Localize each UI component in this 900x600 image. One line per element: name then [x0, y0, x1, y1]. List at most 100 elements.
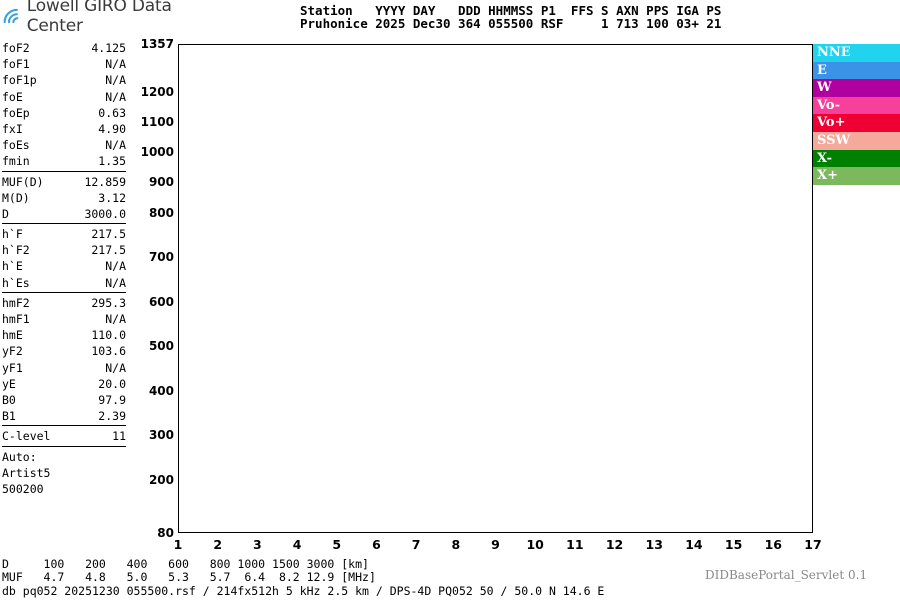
autoscaler-line: Auto: [2, 449, 37, 464]
y-tick-label: 80 [157, 526, 174, 540]
param-row: C-level 11 [2, 428, 126, 444]
param-key: hmE [2, 328, 23, 343]
param-key: foEs [2, 138, 30, 153]
autoscaler-line: 500200 [2, 481, 44, 496]
param-row: yE 20.0 [2, 376, 126, 392]
station-header: Station YYYY DAY DDD HHMMSS P1 FFS S AXN… [300, 4, 721, 30]
param-key: foF1 [2, 57, 30, 72]
param-key: hmF2 [2, 295, 30, 310]
y-tick-label: 900 [148, 175, 174, 190]
param-key: foE [2, 89, 23, 104]
param-value: 20.0 [98, 376, 126, 391]
param-value: 11 [112, 429, 126, 444]
param-value: 103.6 [91, 344, 126, 359]
legend-item-vo[interactable]: Vo+ [813, 114, 900, 132]
y-tick-label: 500 [148, 339, 174, 354]
param-value: 1.35 [98, 154, 126, 169]
param-group-profile: hmF2 295.3 hmF1 N/A hmE 110.0 yF2 103.6 yF1 N/A yE… [2, 295, 126, 425]
x-tick-label: 17 [804, 537, 822, 552]
param-row: yF1 N/A [2, 360, 126, 376]
param-row: h`E N/A [2, 258, 126, 274]
param-value: N/A [105, 360, 126, 375]
param-value: 97.9 [98, 392, 126, 407]
y-tick-label: 800 [148, 205, 174, 220]
source-row: db pq052 20251230 055500.rsf / 214fx512h… [2, 583, 605, 598]
param-row: B0 97.9 [2, 392, 126, 408]
legend-item-vo[interactable]: Vo- [813, 96, 900, 115]
servlet-version: DIDBasePortal_Servlet 0.1 [705, 568, 868, 582]
y-tick-label: 300 [148, 428, 174, 443]
y-tick-label: 1357 [140, 37, 174, 51]
polarization-legend[interactable]: NNE E W Vo- Vo+ SSW X- X+ [813, 44, 900, 185]
param-row: h`F2 217.5 [2, 242, 126, 258]
param-row: h`F 217.5 [2, 226, 126, 242]
param-key: hmF1 [2, 312, 30, 326]
param-value: 3.12 [98, 190, 126, 205]
param-row: fmin 1.35 [2, 153, 126, 169]
param-row: h`Es N/A [2, 275, 126, 291]
x-tick-label: 3 [253, 537, 262, 552]
x-tick-label: 7 [411, 537, 421, 552]
param-key: h`Es [2, 275, 30, 290]
param-key: fmin [2, 154, 30, 169]
param-autoscaler-info: Auto: Artist5 500200 [2, 449, 126, 498]
y-tick-label: 1000 [140, 145, 174, 160]
param-row: yF2 103.6 [2, 343, 126, 359]
ionogram-plot[interactable] [178, 44, 813, 533]
x-tick-label: 6 [372, 537, 381, 552]
param-row: foF1 N/A [2, 56, 126, 72]
param-row: hmF1 N/A [2, 311, 126, 327]
legend-item-w[interactable]: W [813, 79, 900, 97]
param-value: 3000.0 [84, 206, 126, 221]
legend-item-e[interactable]: E [813, 61, 900, 80]
param-key: yF1 [2, 360, 23, 375]
param-row: hmE 110.0 [2, 327, 126, 343]
param-group-muf: MUF(D) 12.859 M(D) 3.12 D 3000.0 [2, 174, 126, 223]
x-tick-label: 4 [292, 537, 302, 552]
param-row: foF1p N/A [2, 72, 126, 88]
param-key: h`E [2, 259, 23, 274]
x-tick-label: 14 [685, 537, 703, 552]
param-row: hmF2 295.3 [2, 295, 126, 311]
divider [2, 445, 126, 447]
parameter-panel: foF2 4.125 foF1 N/A foF1p N/A foE N/A foEp 0.63 fx… [2, 40, 126, 497]
x-tick-label: 5 [332, 537, 342, 552]
param-key: yE [2, 376, 16, 391]
param-row: foF2 4.125 [2, 40, 126, 56]
station-columns: Station YYYY DAY DDD HHMMSS P1 FFS S AXN… [300, 3, 722, 18]
param-key: MUF(D) [2, 174, 44, 189]
param-value: N/A [105, 89, 126, 104]
y-tick-label: 700 [148, 250, 174, 265]
legend-item-x[interactable]: X+ [813, 167, 900, 185]
param-row: foEs N/A [2, 137, 126, 153]
param-group-frequencies: foF2 4.125 foF1 N/A foF1p N/A foE N/A foEp 0.63 fx… [2, 40, 126, 170]
divider [2, 291, 126, 293]
param-value: N/A [105, 138, 126, 153]
legend-item-ssw[interactable]: SSW [813, 131, 900, 150]
param-key: fxI [2, 121, 23, 136]
param-value: N/A [105, 312, 126, 326]
param-key: yF2 [2, 344, 23, 359]
bottom-info: D 100 200 400 600 800 1000 1500 3000 [km… [2, 557, 605, 598]
divider [2, 223, 126, 225]
x-tick-label: 13 [645, 537, 663, 552]
logo-text: Lowell GIRO Data Center [26, 0, 172, 36]
x-tick-label: 12 [605, 537, 624, 552]
param-key: h`F2 [2, 243, 30, 258]
distance-row: D 100 200 400 600 800 1000 1500 3000 [km… [2, 557, 369, 571]
param-value: 2.39 [98, 409, 126, 424]
param-key: foF1p [2, 73, 37, 88]
legend-item-x[interactable]: X- [813, 149, 900, 168]
param-value: 295.3 [91, 295, 126, 310]
x-tick-label: 10 [526, 537, 544, 552]
giro-logo: Lowell GIRO Data Center [2, 0, 207, 36]
param-key: C-level [2, 429, 51, 444]
legend-item-nne[interactable]: NNE [813, 44, 900, 62]
x-tick-label: 11 [566, 537, 584, 552]
param-row: fxI 4.90 [2, 121, 126, 137]
param-group-clevel: C-level 11 [2, 428, 126, 444]
param-row: D 3000.0 [2, 206, 126, 222]
param-value: 110.0 [91, 328, 126, 343]
y-tick-label: 600 [148, 294, 174, 309]
param-row: MUF(D) 12.859 [2, 174, 126, 190]
